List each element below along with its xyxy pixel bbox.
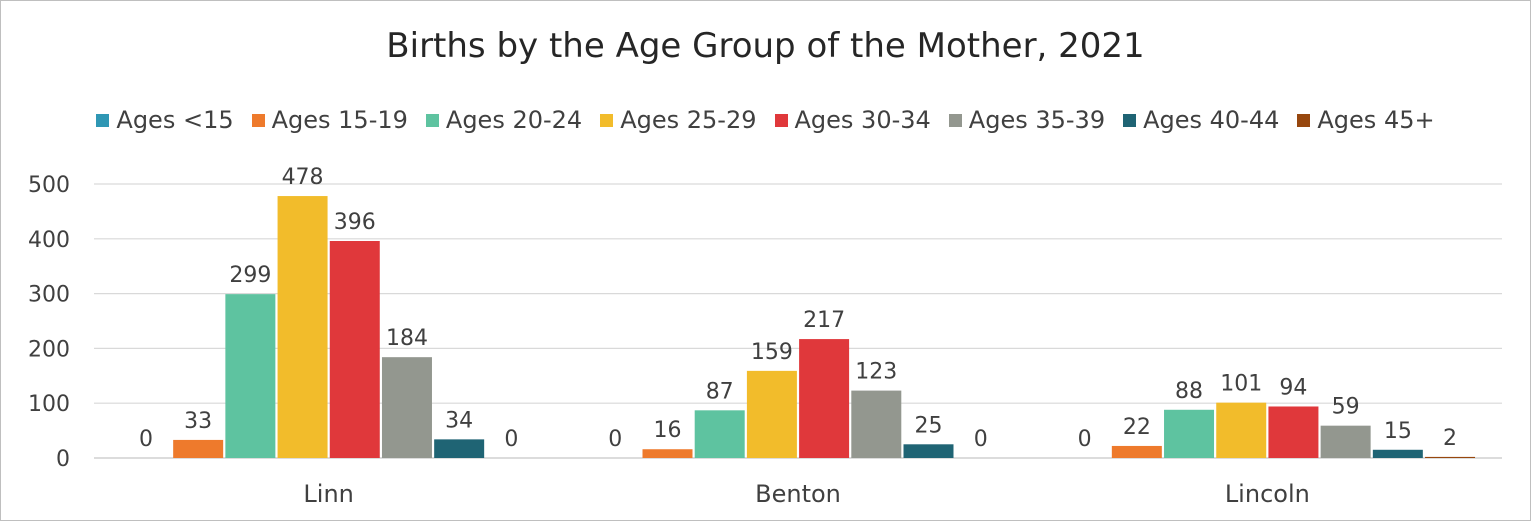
legend-label: Ages <15 — [116, 106, 234, 134]
data-label: 0 — [608, 427, 622, 452]
bar — [851, 390, 902, 458]
data-label: 59 — [1332, 395, 1360, 420]
legend-label: Ages 45+ — [1317, 106, 1435, 134]
legend-label: Ages 20-24 — [445, 106, 583, 134]
bar — [799, 339, 850, 458]
data-label: 16 — [654, 418, 682, 443]
legend-item: Ages <15 — [96, 106, 234, 134]
bar — [1111, 445, 1162, 458]
x-tick-label: Benton — [755, 480, 841, 508]
bar — [642, 449, 693, 458]
data-label: 123 — [855, 360, 897, 385]
data-label: 34 — [445, 408, 473, 433]
legend-swatch — [774, 113, 788, 127]
y-tick-label: 300 — [28, 283, 70, 308]
chart-title: Births by the Age Group of the Mother, 2… — [386, 26, 1145, 66]
data-label: 217 — [803, 308, 845, 333]
bar — [1372, 449, 1423, 458]
legend-swatch — [600, 113, 614, 127]
legend-item: Ages 15-19 — [251, 106, 408, 134]
bar — [1320, 425, 1371, 458]
bar — [434, 439, 485, 458]
y-tick-label: 500 — [28, 173, 70, 198]
bar — [1216, 402, 1267, 458]
legend-swatch — [251, 113, 265, 127]
legend-item: Ages 45+ — [1297, 106, 1435, 134]
data-label: 0 — [974, 427, 988, 452]
y-tick-label: 100 — [28, 392, 70, 417]
bar — [381, 357, 432, 458]
data-label: 94 — [1279, 375, 1307, 400]
legend-label: Ages 15-19 — [271, 106, 408, 134]
bar — [173, 439, 224, 458]
legend: Ages <15 Ages 15-19 Ages 20-24 Ages 25-2… — [0, 106, 1531, 134]
data-label: 22 — [1123, 415, 1151, 440]
bar — [277, 196, 328, 458]
legend-item: Ages 40-44 — [1123, 106, 1279, 134]
data-label: 159 — [751, 340, 793, 365]
y-tick-label: 0 — [56, 447, 70, 472]
data-label: 0 — [139, 427, 153, 452]
legend-swatch — [96, 113, 110, 127]
bar — [329, 240, 380, 458]
bar — [225, 294, 276, 458]
data-label: 2 — [1443, 426, 1457, 451]
data-label: 101 — [1220, 372, 1262, 397]
legend-label: Ages 25-29 — [620, 106, 757, 134]
data-label: 0 — [504, 427, 518, 452]
bar — [694, 410, 745, 458]
bar — [746, 370, 797, 458]
data-label: 396 — [334, 210, 376, 235]
legend-item: Ages 30-34 — [774, 106, 931, 134]
y-tick-label: 200 — [28, 337, 70, 362]
bar — [1268, 406, 1319, 458]
y-tick-label: 400 — [28, 228, 70, 253]
legend-item: Ages 20-24 — [425, 106, 583, 134]
data-label: 87 — [706, 379, 734, 404]
data-label: 25 — [915, 413, 943, 438]
data-label: 15 — [1384, 419, 1412, 444]
data-label: 0 — [1078, 427, 1092, 452]
legend-swatch — [1123, 113, 1137, 127]
bar — [1425, 456, 1476, 458]
data-label: 478 — [282, 165, 324, 190]
bar — [903, 444, 954, 458]
legend-swatch — [948, 113, 962, 127]
legend-item: Ages 35-39 — [948, 106, 1106, 134]
legend-label: Ages 30-34 — [794, 106, 931, 134]
data-label: 33 — [184, 409, 212, 434]
data-label: 88 — [1175, 379, 1203, 404]
legend-label: Ages 35-39 — [968, 106, 1106, 134]
x-tick-label: Linn — [303, 480, 353, 508]
legend-swatch — [425, 113, 439, 127]
data-label: 184 — [386, 326, 428, 351]
bar — [1164, 409, 1215, 458]
data-label: 299 — [229, 263, 271, 288]
x-tick-label: Lincoln — [1225, 480, 1310, 508]
legend-swatch — [1297, 113, 1311, 127]
legend-label: Ages 40-44 — [1143, 106, 1280, 134]
legend-item: Ages 25-29 — [600, 106, 757, 134]
